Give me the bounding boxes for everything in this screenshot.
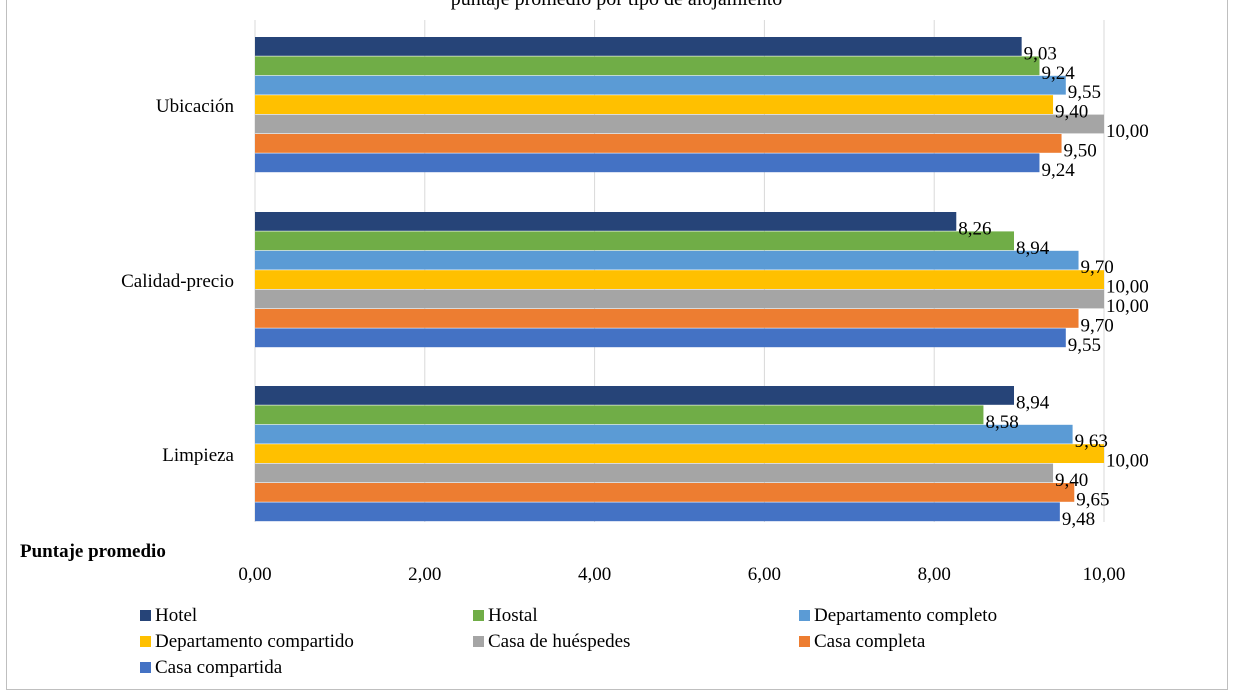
legend-label: Casa completa	[814, 631, 926, 652]
legend-label: Casa de huéspedes	[488, 631, 631, 652]
bar	[255, 328, 1066, 348]
bar	[255, 483, 1075, 502]
x-tick-label: 0,00	[238, 564, 271, 585]
x-axis-label: Puntaje promedio	[20, 541, 166, 562]
data-label: 10,00	[1106, 451, 1149, 472]
bar	[255, 309, 1079, 328]
data-label: 9,24	[1041, 160, 1075, 181]
data-label: 9,50	[1064, 140, 1097, 161]
bar	[255, 56, 1040, 76]
legend-swatch	[473, 610, 484, 621]
category-label: Limpieza	[162, 445, 234, 466]
data-label: 9,03	[1024, 43, 1057, 64]
bar	[255, 75, 1066, 95]
bar-chart: 9,039,249,559,4010,009,509,248,268,949,7…	[121, 20, 1149, 585]
legend-swatch	[140, 636, 151, 647]
legend-label: Casa compartida	[155, 657, 283, 678]
bars-layer	[255, 37, 1104, 522]
chart-frame	[6, 0, 1228, 690]
data-label: 9,65	[1076, 489, 1109, 510]
category-label: Calidad-precio	[121, 271, 234, 292]
legend-item: Hostal	[473, 605, 538, 627]
x-tick-label: 10,00	[1083, 564, 1126, 585]
data-label: 8,58	[985, 412, 1018, 433]
data-label: 9,55	[1068, 335, 1101, 356]
data-label: 8,94	[1016, 392, 1050, 413]
category-labels-layer: Ubicación Calidad-precio Limpieza	[121, 96, 234, 466]
data-label: 9,70	[1081, 257, 1114, 278]
legend-label: Hotel	[155, 605, 198, 626]
legend-label: Departamento completo	[814, 605, 998, 626]
x-tick-label: 2,00	[408, 564, 441, 585]
x-tick-label: 8,00	[918, 564, 951, 585]
legend-swatch	[473, 636, 484, 647]
bar	[255, 212, 957, 231]
data-label: 10,00	[1106, 277, 1149, 298]
bar	[255, 424, 1073, 444]
data-label: 10,00	[1106, 296, 1149, 317]
legend-swatch	[140, 662, 151, 673]
data-label: 9,55	[1068, 82, 1101, 103]
data-label: 9,70	[1081, 315, 1114, 336]
data-label: 9,40	[1055, 470, 1088, 491]
bar	[255, 502, 1060, 522]
bar	[255, 270, 1104, 289]
bar	[255, 134, 1062, 153]
legend: Hotel Hostal Departamento completo Departam…	[140, 605, 1220, 689]
x-tick-label: 4,00	[578, 564, 611, 585]
bar	[255, 289, 1104, 309]
legend-label: Departamento compartido	[155, 631, 354, 652]
legend-swatch	[799, 636, 810, 647]
bar	[255, 463, 1054, 483]
category-label: Ubicación	[156, 96, 235, 117]
legend-item: Hotel	[140, 605, 197, 627]
bar	[255, 95, 1054, 114]
bar	[255, 114, 1104, 134]
legend-item: Casa completa	[799, 631, 925, 653]
data-label: 9,63	[1075, 431, 1108, 452]
data-label: 9,48	[1062, 509, 1095, 530]
legend-swatch	[140, 610, 151, 621]
data-labels-layer: 9,039,249,559,4010,009,509,248,268,949,7…	[958, 43, 1148, 529]
bar	[255, 153, 1040, 173]
bar	[255, 250, 1079, 270]
bar	[255, 231, 1015, 251]
legend-label: Hostal	[488, 605, 538, 626]
legend-item: Departamento compartido	[140, 631, 354, 653]
chart-title: puntaje promedio por tipo de alojamiento	[0, 0, 1233, 11]
data-label: 8,26	[958, 218, 991, 239]
data-label: 8,94	[1016, 238, 1050, 259]
data-label: 9,40	[1055, 102, 1088, 123]
bar	[255, 37, 1022, 56]
legend-item: Departamento completo	[799, 605, 997, 627]
data-label: 10,00	[1106, 121, 1149, 142]
legend-item: Casa de huéspedes	[473, 631, 630, 653]
bar	[255, 386, 1015, 405]
bar	[255, 405, 984, 425]
bar	[255, 444, 1104, 463]
tick-labels-layer: 0,00 2,00 4,00 6,00 8,00 10,00	[238, 564, 1125, 585]
data-label: 9,24	[1041, 63, 1075, 84]
x-tick-label: 6,00	[748, 564, 781, 585]
legend-swatch	[799, 610, 810, 621]
legend-item: Casa compartida	[140, 657, 282, 679]
